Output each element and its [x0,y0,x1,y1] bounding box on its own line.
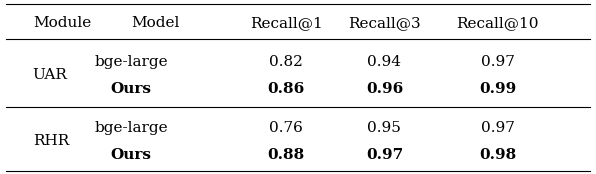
Text: 0.96: 0.96 [366,82,403,96]
Text: Recall@10: Recall@10 [457,17,539,30]
Text: 0.95: 0.95 [368,121,401,135]
Text: 0.82: 0.82 [269,55,303,69]
Text: 0.76: 0.76 [269,121,303,135]
Text: Ours: Ours [111,82,151,96]
Text: Recall@3: Recall@3 [348,17,421,30]
Text: Ours: Ours [111,148,151,162]
Text: Model: Model [131,17,179,30]
Text: 0.98: 0.98 [479,148,516,162]
Text: 0.86: 0.86 [268,82,305,96]
Text: bge-large: bge-large [94,121,168,135]
Text: 0.97: 0.97 [481,121,514,135]
Text: Module: Module [33,17,91,30]
Text: 0.97: 0.97 [481,55,514,69]
Text: Recall@1: Recall@1 [250,17,322,30]
Text: 0.97: 0.97 [366,148,403,162]
Text: 0.99: 0.99 [479,82,516,96]
Text: 0.94: 0.94 [367,55,402,69]
Text: RHR: RHR [33,134,69,148]
Text: UAR: UAR [33,68,68,82]
Text: 0.88: 0.88 [268,148,305,162]
Text: bge-large: bge-large [94,55,168,69]
